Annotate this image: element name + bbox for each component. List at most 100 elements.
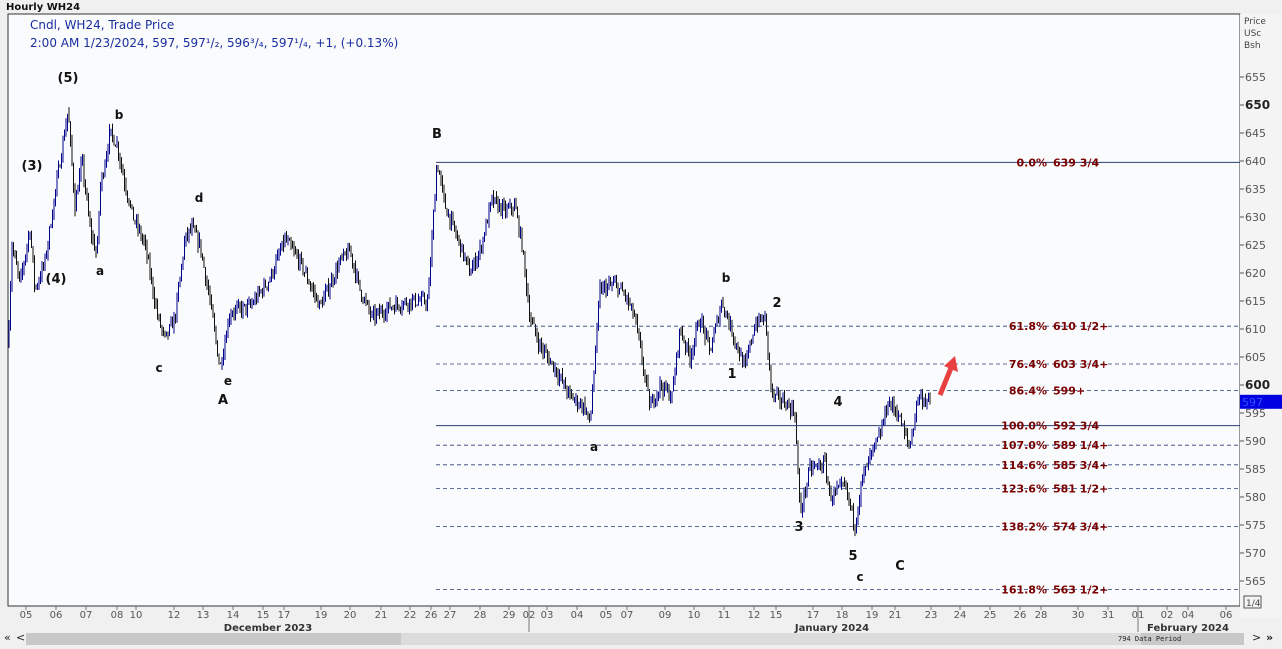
- legend-ohlc: 2:00 AM 1/23/2024, 597, 597¹/₂, 596³/₄, …: [30, 36, 399, 50]
- scroll-next-button[interactable]: >: [1252, 631, 1262, 644]
- y-tick-label: 565: [1245, 575, 1266, 588]
- data-period-label: 794 Data Period: [1118, 635, 1182, 643]
- fib-price: 585 3/4+: [1053, 459, 1108, 472]
- fib-pct: 86.4%: [1009, 385, 1047, 398]
- plot-area: [7, 13, 1241, 607]
- x-tick-label: 02: [1161, 610, 1174, 621]
- projection-arrow-shaft: [937, 367, 954, 396]
- fib-price: 603 3/4+: [1053, 358, 1108, 371]
- x-tick-label: 26: [1014, 610, 1027, 621]
- y-tick-label: 590: [1245, 435, 1266, 448]
- y-tick-label: 640: [1245, 155, 1266, 168]
- wave-label: 4: [833, 395, 842, 410]
- y-tick-label: 615: [1245, 295, 1266, 308]
- x-tick-label: 21: [889, 610, 902, 621]
- fib-price: 574 3/4+: [1053, 520, 1108, 533]
- x-tick-label: 05: [600, 610, 613, 621]
- fib-price: 599+: [1053, 385, 1085, 398]
- fib-price: 592 3/4: [1053, 420, 1099, 433]
- month-label: February 2024: [1147, 623, 1229, 634]
- fib-price: 610 1/2+: [1053, 320, 1108, 333]
- legend-series: Cndl, WH24, Trade Price: [30, 18, 175, 32]
- wave-label: c: [856, 570, 863, 584]
- x-tick-label: 17: [278, 610, 291, 621]
- price-axis: [1240, 14, 1282, 618]
- scroll-prev-button[interactable]: <: [16, 631, 26, 644]
- y-tick-label: 605: [1245, 351, 1266, 364]
- x-tick-label: 07: [80, 610, 93, 621]
- wave-label: (3): [22, 159, 43, 174]
- wave-label: 1: [727, 367, 736, 382]
- wave-label: B: [432, 127, 442, 142]
- month-label: December 2023: [224, 623, 312, 634]
- y-tick-label: 620: [1245, 267, 1266, 280]
- y-tick-label: 650: [1245, 98, 1270, 112]
- last-price-label: 597: [1242, 396, 1263, 409]
- x-tick-label: 05: [20, 610, 33, 621]
- fib-pct: 114.6%: [1001, 459, 1047, 472]
- wave-label: b: [115, 108, 124, 122]
- scroll-first-button[interactable]: «: [4, 631, 11, 644]
- x-tick-label: 26: [425, 610, 438, 621]
- wave-label: C: [895, 559, 905, 574]
- x-tick-label: 14: [227, 610, 240, 621]
- fib-pct: 107.0%: [1001, 439, 1047, 452]
- wave-label: a: [590, 440, 598, 454]
- x-tick-label: 10: [688, 610, 701, 621]
- y-tick-label: 625: [1245, 239, 1266, 252]
- wave-label: 3: [794, 520, 803, 535]
- fib-pct: 61.8%: [1009, 320, 1047, 333]
- x-tick-label: 15: [770, 610, 783, 621]
- x-tick-label: 08: [111, 610, 124, 621]
- x-tick-label: 28: [474, 610, 487, 621]
- y-axis-unit: Bsh: [1244, 41, 1261, 51]
- x-tick-label: 18: [836, 610, 849, 621]
- fib-price: 563 1/2+: [1053, 583, 1108, 596]
- x-tick-label: 17: [807, 610, 820, 621]
- y-tick-label: 580: [1245, 491, 1266, 504]
- x-tick-label: 06: [50, 610, 63, 621]
- x-tick-label: 24: [954, 610, 967, 621]
- y-tick-label: 585: [1245, 463, 1266, 476]
- wave-label: c: [155, 361, 162, 375]
- wave-label: 2: [772, 296, 781, 311]
- wave-label: b: [722, 271, 731, 285]
- y-tick-label: 570: [1245, 547, 1266, 560]
- x-tick-label: 31: [1102, 610, 1115, 621]
- wave-label: a: [96, 264, 104, 278]
- wave-label: (5): [58, 71, 79, 86]
- chart-title: Hourly WH24: [6, 2, 81, 13]
- y-tick-label: 655: [1245, 71, 1266, 84]
- projection-arrow-head: [944, 356, 958, 372]
- x-tick-label: 13: [197, 610, 210, 621]
- fib-pct: 123.6%: [1001, 483, 1047, 496]
- fib-price: 639 3/4: [1053, 156, 1099, 169]
- y-tick-label: 595: [1245, 407, 1266, 420]
- scrollbar-thumb[interactable]: [401, 633, 1141, 645]
- month-label: January 2024: [794, 623, 869, 634]
- x-tick-label: 07: [621, 610, 634, 621]
- x-tick-label: 19: [315, 610, 328, 621]
- y-tick-label: 575: [1245, 519, 1266, 532]
- wave-label: A: [218, 393, 228, 408]
- x-tick-label: 15: [257, 610, 270, 621]
- x-tick-label: 12: [748, 610, 761, 621]
- fib-price: 581 1/2+: [1053, 483, 1108, 496]
- x-tick-label: 06: [1220, 610, 1233, 621]
- x-tick-label: 11: [718, 610, 731, 621]
- x-tick-label: 30: [1072, 610, 1085, 621]
- page-indicator: [1243, 595, 1262, 609]
- x-tick-label: 27: [444, 610, 457, 621]
- fib-pct: 76.4%: [1009, 358, 1047, 371]
- y-tick-label: 600: [1245, 378, 1270, 392]
- fib-pct: 0.0%: [1016, 156, 1047, 169]
- x-tick-label: 25: [984, 610, 997, 621]
- wave-label: 5: [848, 549, 857, 564]
- x-tick-label: 20: [344, 610, 357, 621]
- wave-label: (4): [46, 272, 67, 287]
- scroll-last-button[interactable]: »: [1266, 631, 1274, 644]
- x-tick-label: 28: [1035, 610, 1048, 621]
- wave-label: d: [195, 191, 204, 205]
- scrollbar[interactable]: [26, 633, 1244, 645]
